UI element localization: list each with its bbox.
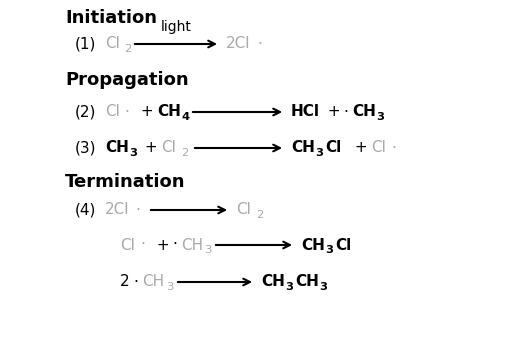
Text: 4: 4 <box>181 112 189 122</box>
Text: ·: · <box>140 238 145 253</box>
Text: CH: CH <box>291 140 315 155</box>
Text: CH: CH <box>352 104 376 119</box>
Text: CH: CH <box>181 238 203 253</box>
Text: ·: · <box>172 238 177 253</box>
Text: 3: 3 <box>204 245 211 255</box>
Text: 2: 2 <box>124 44 131 54</box>
Text: Cl: Cl <box>105 36 120 51</box>
Text: CH: CH <box>157 104 181 119</box>
Text: CH: CH <box>142 274 164 289</box>
Text: 3: 3 <box>166 282 173 292</box>
Text: +: + <box>350 140 372 155</box>
Text: 2Cl: 2Cl <box>105 203 129 218</box>
Text: Cl: Cl <box>325 140 341 155</box>
Text: 2: 2 <box>181 148 188 158</box>
Text: Cl: Cl <box>335 238 351 253</box>
Text: HCl: HCl <box>291 104 320 119</box>
Text: CH: CH <box>105 140 129 155</box>
Text: CH: CH <box>261 274 285 289</box>
Text: +: + <box>136 104 159 119</box>
Text: 3: 3 <box>285 282 293 292</box>
Text: 2: 2 <box>120 274 129 289</box>
Text: Cl: Cl <box>236 203 251 218</box>
Text: 2Cl: 2Cl <box>226 36 251 51</box>
Text: light: light <box>161 20 191 34</box>
Text: (1): (1) <box>75 36 96 51</box>
Text: 3: 3 <box>376 112 384 122</box>
Text: ·: · <box>135 203 140 218</box>
Text: 2: 2 <box>256 210 263 220</box>
Text: (2): (2) <box>75 104 96 119</box>
Text: (4): (4) <box>75 203 96 218</box>
Text: Cl: Cl <box>120 238 135 253</box>
Text: ·: · <box>257 36 262 51</box>
Text: +: + <box>152 238 175 253</box>
Text: ·: · <box>391 140 396 155</box>
Text: Propagation: Propagation <box>65 71 189 89</box>
Text: CH: CH <box>295 274 319 289</box>
Text: 3: 3 <box>319 282 327 292</box>
Text: Initiation: Initiation <box>65 9 157 27</box>
Text: Cl: Cl <box>371 140 386 155</box>
Text: CH: CH <box>301 238 325 253</box>
Text: ·: · <box>133 274 138 289</box>
Text: ·: · <box>124 104 129 119</box>
Text: 3: 3 <box>325 245 333 255</box>
Text: +: + <box>140 140 162 155</box>
Text: Termination: Termination <box>65 173 186 191</box>
Text: 3: 3 <box>315 148 323 158</box>
Text: (3): (3) <box>75 140 97 155</box>
Text: ·: · <box>343 104 348 119</box>
Text: Cl: Cl <box>161 140 176 155</box>
Text: +: + <box>323 104 345 119</box>
Text: 3: 3 <box>129 148 137 158</box>
Text: Cl: Cl <box>105 104 120 119</box>
